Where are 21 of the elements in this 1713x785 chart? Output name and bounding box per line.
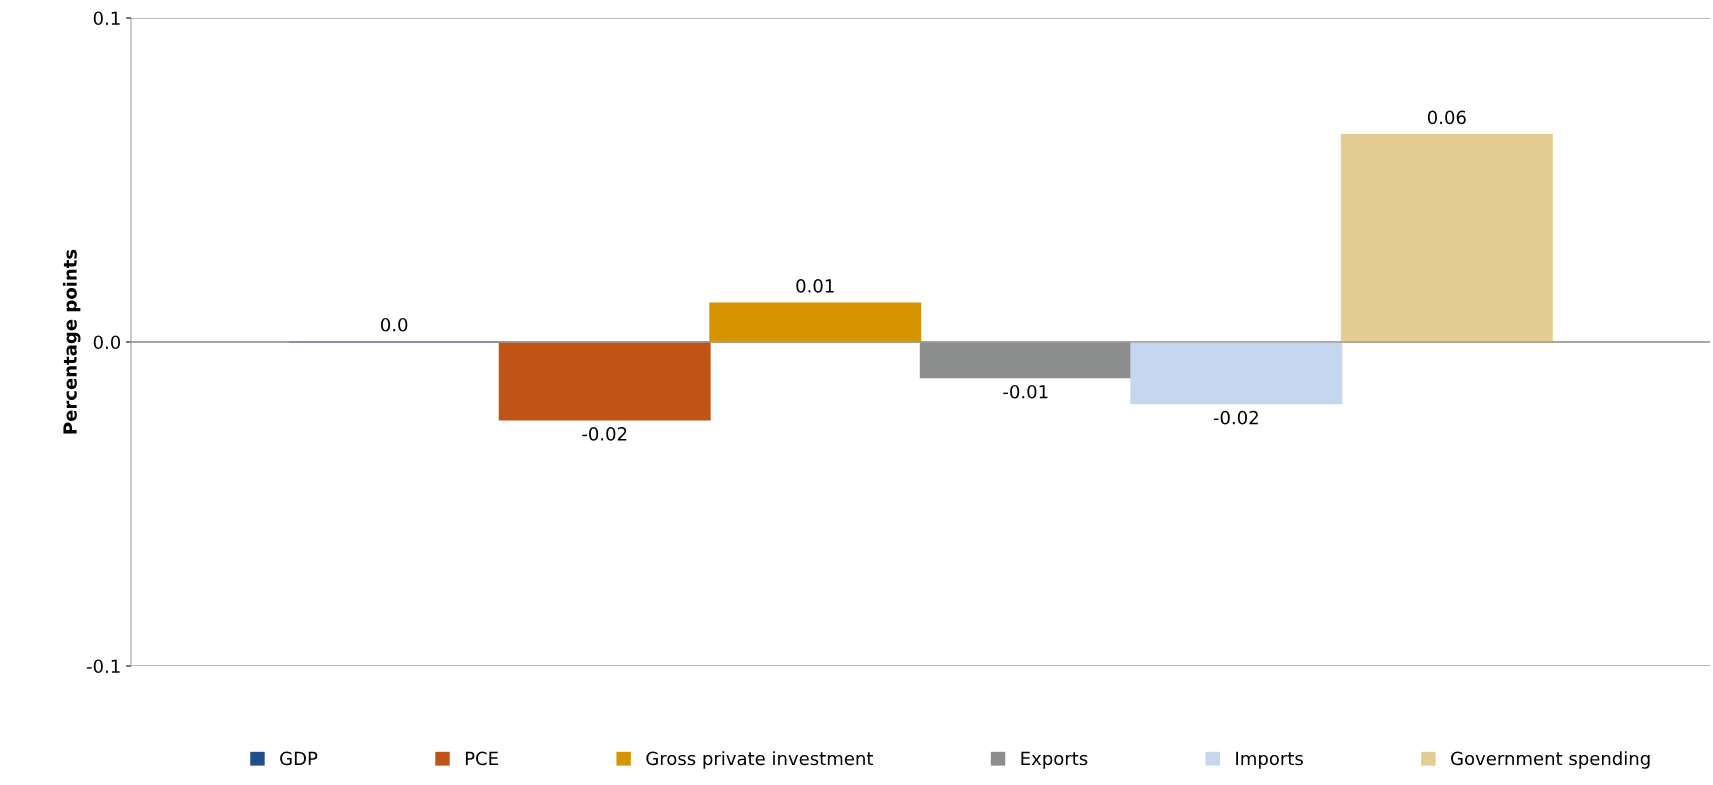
y-tick-label: -0.1: [86, 659, 120, 674]
data-label: -0.02: [582, 427, 627, 441]
data-label: 0.01: [796, 279, 834, 293]
legend-label: GDP: [280, 751, 318, 766]
legend-label: Government spending: [1451, 751, 1650, 769]
bar: [919, 341, 1132, 379]
data-label: -0.01: [1003, 384, 1048, 399]
bar: [709, 302, 922, 343]
data-label: -0.02: [1213, 410, 1258, 425]
bar: [498, 341, 711, 421]
legend-label: Gross private investment: [646, 751, 874, 769]
legend-label: Exports: [1021, 751, 1088, 769]
y-tick-label: 0.0: [93, 335, 121, 350]
bar: [1130, 341, 1343, 405]
legend-label: Imports: [1236, 751, 1303, 769]
data-label: 0.06: [1427, 110, 1466, 125]
bar: [1340, 133, 1553, 343]
y-tick-label: 0.1: [93, 11, 120, 26]
legend-label: PCE: [465, 751, 498, 766]
data-label: 0.0: [381, 317, 408, 332]
y-axis-title: Percentage points: [62, 249, 81, 434]
